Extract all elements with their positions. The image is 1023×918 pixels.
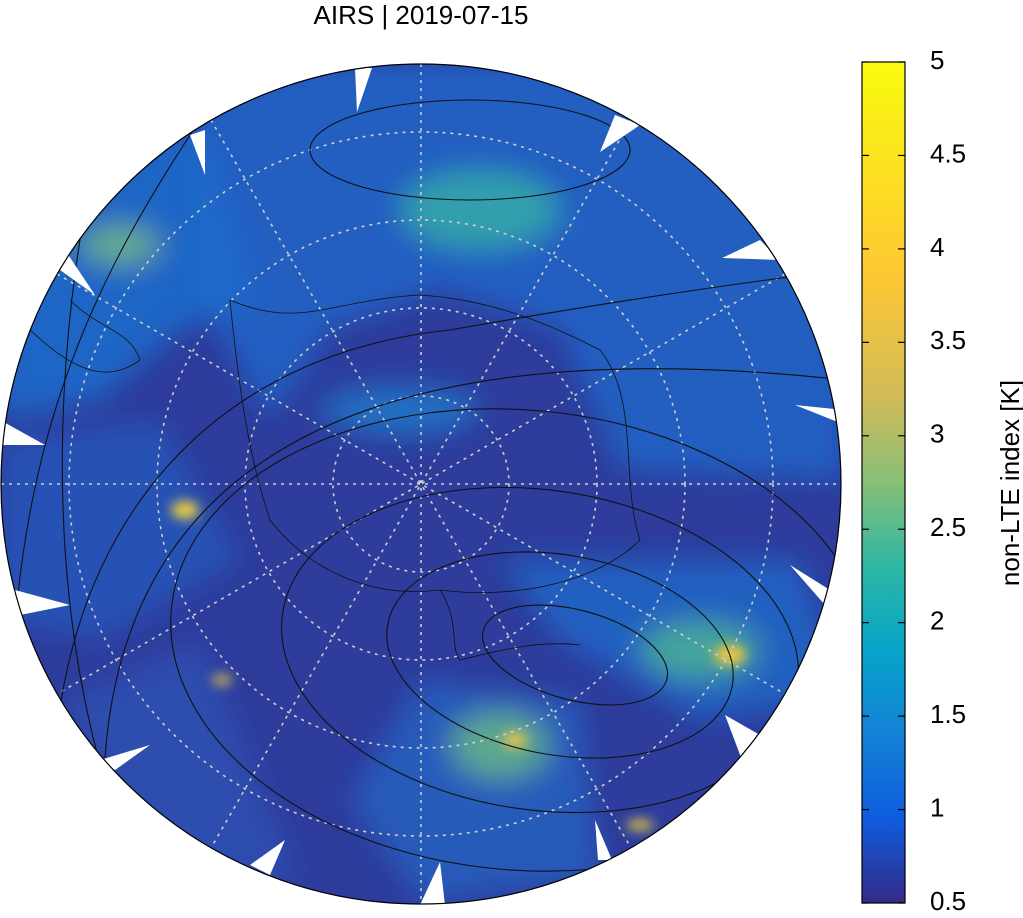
colorbar-tick-label: 5: [930, 45, 944, 75]
colorbar-tick-label: 2: [930, 606, 944, 636]
map: [1, 64, 841, 904]
colorbar-tick-label: 3.5: [930, 325, 966, 355]
colorbar-tick-label: 4.5: [930, 138, 966, 168]
orbit-gaps: [1, 68, 841, 904]
map-title: AIRS | 2019-07-15: [314, 0, 529, 30]
colorbar-label: non-LTE index [K]: [995, 380, 1023, 586]
colorbar-tick-label: 0.5: [930, 886, 966, 913]
coastlines: [19, 294, 641, 661]
colorbar-tick-label: 2.5: [930, 512, 966, 542]
colorbar-tick-label: 3: [930, 419, 944, 449]
colorbar-tick-label: 1: [930, 792, 944, 822]
colorbar-tick-label: 4: [930, 232, 944, 262]
map-border: [0, 63, 842, 905]
colorbar: [861, 61, 906, 904]
colorbar-tick-label: 1.5: [930, 699, 966, 729]
